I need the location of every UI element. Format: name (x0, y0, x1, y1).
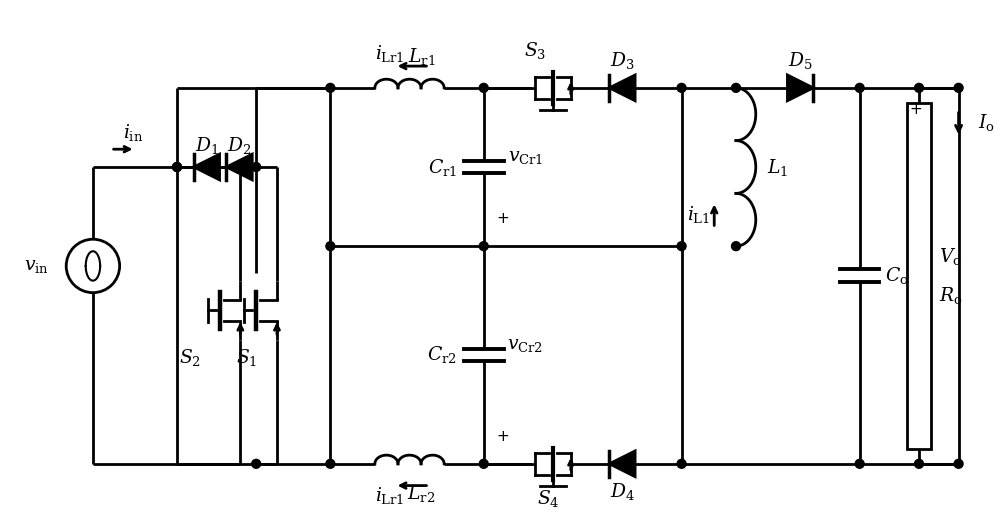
Text: $D_3$: $D_3$ (610, 49, 635, 71)
Circle shape (173, 163, 181, 171)
Text: $i_{\rm Lr1}$: $i_{\rm Lr1}$ (375, 485, 404, 506)
Polygon shape (194, 154, 220, 180)
Text: $L_1$: $L_1$ (767, 156, 788, 178)
Text: $C_{\rm o}$: $C_{\rm o}$ (885, 265, 909, 287)
Text: $D_4$: $D_4$ (610, 481, 635, 502)
Polygon shape (609, 451, 635, 477)
Text: $i_{\rm in}$: $i_{\rm in}$ (123, 122, 143, 143)
Circle shape (173, 163, 181, 171)
Circle shape (732, 83, 740, 92)
Text: $V_{\rm o}$: $V_{\rm o}$ (939, 245, 962, 267)
Circle shape (326, 460, 335, 468)
Text: $L_{\rm r2}$: $L_{\rm r2}$ (407, 483, 435, 504)
Circle shape (252, 460, 261, 468)
Polygon shape (226, 154, 252, 180)
Polygon shape (609, 75, 635, 101)
Circle shape (954, 460, 963, 468)
Text: $C_{\rm r1}$: $C_{\rm r1}$ (428, 156, 457, 178)
Circle shape (326, 242, 335, 251)
Text: $S_4$: $S_4$ (537, 488, 559, 509)
Circle shape (677, 242, 686, 251)
Text: $S_3$: $S_3$ (524, 40, 546, 61)
Text: $v_{\rm in}$: $v_{\rm in}$ (24, 257, 48, 275)
Text: $v_{\rm Cr1}$: $v_{\rm Cr1}$ (508, 148, 543, 166)
Text: $I_{\rm o}$: $I_{\rm o}$ (978, 112, 995, 133)
Text: $S_1$: $S_1$ (236, 348, 257, 368)
Circle shape (479, 83, 488, 92)
Text: $i_{\rm L1}$: $i_{\rm L1}$ (687, 204, 710, 225)
Text: $S_2$: $S_2$ (179, 348, 201, 368)
Polygon shape (787, 75, 813, 101)
Text: $D_1$: $D_1$ (195, 135, 219, 156)
Circle shape (677, 460, 686, 468)
Bar (907, 103, 931, 449)
Text: $D_2$: $D_2$ (227, 135, 252, 156)
Text: $L_{\rm r1}$: $L_{\rm r1}$ (408, 46, 435, 67)
Circle shape (732, 242, 740, 251)
Circle shape (915, 83, 923, 92)
Circle shape (855, 460, 864, 468)
Circle shape (954, 83, 963, 92)
Text: $D_5$: $D_5$ (788, 49, 813, 71)
Circle shape (677, 83, 686, 92)
Text: $R_{\rm o}$: $R_{\rm o}$ (939, 285, 963, 306)
Circle shape (479, 242, 488, 251)
Text: $+$: $+$ (909, 102, 922, 117)
Circle shape (479, 460, 488, 468)
Text: $v_{\rm Cr2}$: $v_{\rm Cr2}$ (507, 336, 543, 354)
Text: $+$: $+$ (496, 429, 509, 443)
Text: $C_{\rm r2}$: $C_{\rm r2}$ (427, 344, 457, 366)
Circle shape (915, 460, 923, 468)
Text: $i_{\rm Lr1}$: $i_{\rm Lr1}$ (375, 43, 404, 64)
Circle shape (326, 83, 335, 92)
Circle shape (855, 83, 864, 92)
Circle shape (252, 163, 261, 171)
Text: $+$: $+$ (496, 211, 509, 226)
